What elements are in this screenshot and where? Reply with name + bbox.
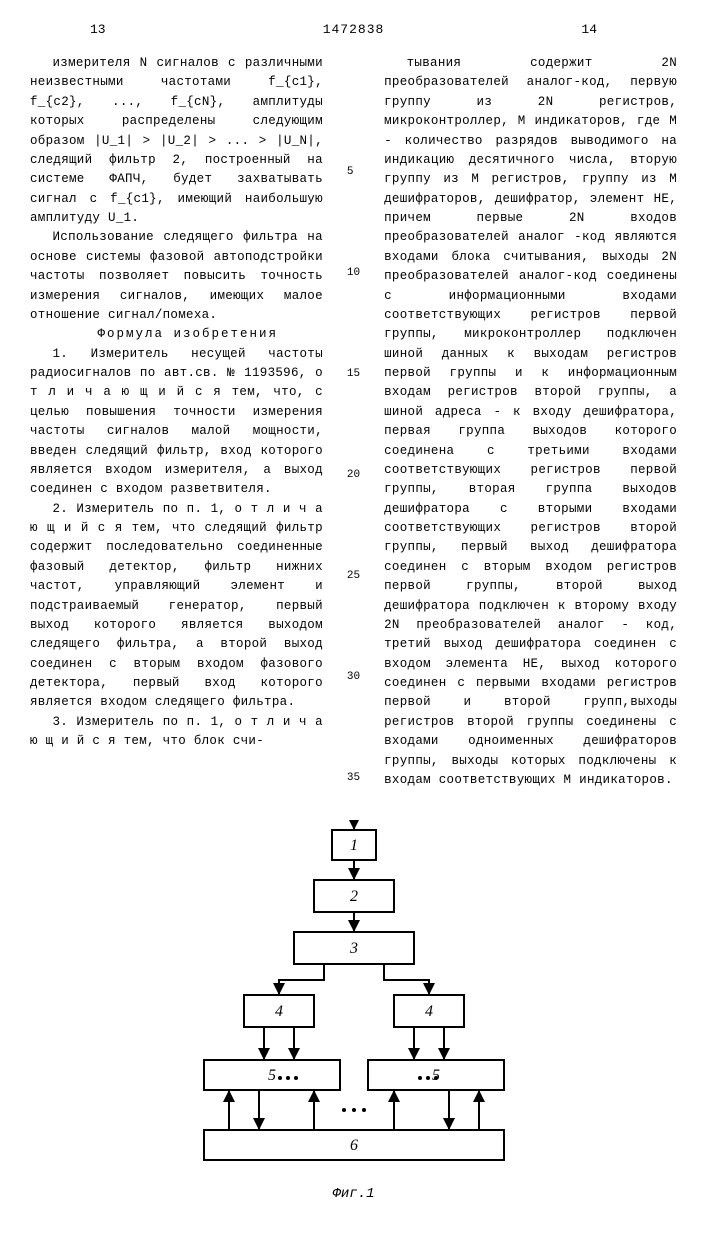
claim-3: 3. Измеритель по п. 1, о т л и ч а ю щ и… [30, 713, 323, 752]
svg-text:4: 4 [425, 1003, 433, 1020]
diagram-svg: 1 2 3 4 4 5 5 6 [184, 820, 524, 1180]
paragraph: Использование следящего фильтра на основ… [30, 228, 323, 325]
line-number-gutter: 5 10 15 20 25 30 35 [347, 54, 360, 790]
document-number: 1472838 [323, 20, 385, 40]
left-column: измерителя N сигналов с различными неизв… [30, 54, 323, 790]
svg-text:2: 2 [350, 888, 358, 905]
right-column: тывания содержит 2N преобразователей ана… [384, 54, 677, 790]
svg-text:3: 3 [349, 940, 358, 957]
claim-2: 2. Измеритель по п. 1, о т л и ч а ю щ и… [30, 500, 323, 713]
formula-title: Формула изобретения [30, 325, 323, 344]
paragraph: измерителя N сигналов с различными неизв… [30, 54, 323, 228]
svg-text:5: 5 [432, 1067, 440, 1084]
page-number-right: 14 [581, 20, 597, 40]
claim-1: 1. Измеритель несущей частоты радиосигна… [30, 345, 323, 500]
svg-text:5: 5 [268, 1067, 276, 1084]
svg-text:6: 6 [350, 1137, 358, 1154]
text-columns: измерителя N сигналов с различными неизв… [30, 54, 677, 790]
block-diagram: 1 2 3 4 4 5 5 6 Фиг.1 [184, 820, 524, 1206]
svg-text:4: 4 [275, 1003, 283, 1020]
paragraph: тывания содержит 2N преобразователей ана… [384, 54, 677, 790]
figure-caption: Фиг.1 [184, 1184, 524, 1206]
svg-text:1: 1 [350, 837, 358, 854]
page-header: 13 1472838 14 [30, 20, 677, 44]
page-number-left: 13 [90, 20, 106, 40]
